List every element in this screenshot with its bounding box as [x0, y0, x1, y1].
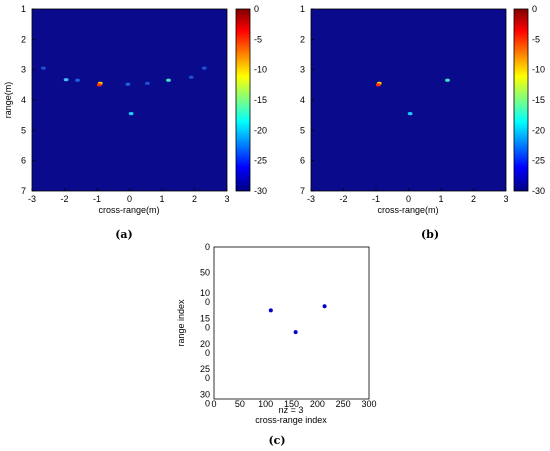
panel-b-label: (b)	[421, 228, 439, 241]
panel-b-y-tick-label: 1	[300, 4, 305, 14]
panel-a-colorbar-tick-label: -10	[254, 65, 267, 75]
panel-a-x-tick-label: -3	[28, 194, 36, 204]
panel-b-colorbar-tick-label: -10	[532, 65, 545, 75]
panel-b-y-tick-label: 6	[300, 156, 305, 166]
panel-c-y-tick-label: 0	[205, 399, 210, 409]
panel-c-x-tick-label: 100	[258, 399, 273, 409]
panel-a-x-tick-label: -1	[93, 194, 101, 204]
panel-a-y-tick-label: 2	[21, 34, 26, 44]
panel-b-x-tick-label: 3	[503, 194, 508, 204]
panel-a-scatterer-4	[63, 78, 69, 82]
panel-c-x-tick-label: 0	[211, 399, 216, 409]
panel-b-scatterer-3	[407, 112, 413, 116]
panel-c-x-tick-label: 200	[310, 399, 325, 409]
panel-c-y-tick-label: 0	[205, 323, 210, 333]
panel-a-y-tick-label: 1	[21, 4, 26, 14]
panel-c-y-tick-label: 25	[200, 364, 210, 374]
panel-a-x-tick-label: 1	[159, 194, 164, 204]
panel-a-y-tick-label: 6	[21, 156, 26, 166]
panel-a-y-tick-label: 5	[21, 125, 26, 135]
panel-a-y-tick-label: 3	[21, 65, 26, 75]
panel-a-scatterer-3	[128, 112, 134, 116]
panel-c-label: (c)	[268, 434, 285, 447]
panel-a-scatterer-5	[75, 78, 80, 82]
panel-a-y-tick-label: 7	[21, 186, 26, 196]
panel-c-y-tick-label: 0	[205, 242, 210, 252]
panel-c-plot-area	[213, 246, 370, 400]
panel-a-plot-area	[31, 8, 228, 192]
panel-b-x-tick-label: 1	[438, 194, 443, 204]
panel-b-scatterer-2	[445, 78, 450, 82]
panel-a-colorbar-tick-label: -25	[254, 156, 267, 166]
panel-a-x-tick-label: -2	[60, 194, 68, 204]
panel-c-nz-label: nz = 3	[279, 405, 304, 415]
panel-c-point-2	[322, 304, 327, 309]
panel-a-scatterer-2	[166, 78, 171, 82]
panel-a-label: (a)	[115, 228, 133, 241]
panel-a-scatterer-1	[96, 83, 102, 87]
panel-c-x-tick-label: 250	[336, 399, 351, 409]
panel-a-scatterer-9	[188, 75, 194, 79]
panel-b-colorbar-tick-label: -30	[532, 186, 545, 196]
panel-c-x-axis-label: cross-range index	[255, 415, 327, 425]
panel-a-colorbar	[235, 8, 251, 192]
panel-b-x-tick-label: -3	[307, 194, 315, 204]
panel-b-y-tick-label: 2	[300, 34, 305, 44]
panel-b-colorbar	[513, 8, 529, 192]
panel-a-scatterer-8	[144, 81, 150, 85]
panel-c-x-tick-label: 150	[284, 399, 299, 409]
panel-a-colorbar-tick-label: -30	[254, 186, 267, 196]
panel-b-x-tick-label: -1	[372, 194, 380, 204]
panel-b-scatterer-1	[375, 83, 381, 87]
panel-c-y-tick-label: 30	[200, 390, 210, 400]
panel-c-x-tick-label: 50	[235, 399, 245, 409]
panel-a-scatterer-6	[125, 82, 131, 86]
panel-b-colorbar-tick-label: -15	[532, 95, 545, 105]
panel-b-x-tick-label: -2	[339, 194, 347, 204]
panel-c-point-1	[293, 330, 298, 335]
panel-b-colorbar-tick-label: -25	[532, 156, 545, 166]
panel-a-colorbar-tick-label: -15	[254, 95, 267, 105]
panel-c-y-tick-label: 20	[200, 339, 210, 349]
panel-b-y-tick-label: 3	[300, 65, 305, 75]
panel-c-point-0	[268, 308, 273, 313]
panel-b-y-tick-label: 7	[300, 186, 305, 196]
panel-b-colorbar-tick-label: -5	[532, 34, 540, 44]
panel-b-colorbar-tick-label: 0	[532, 4, 537, 14]
panel-b-plot-area	[310, 8, 507, 192]
panel-c-y-tick-label: 0	[205, 297, 210, 307]
panel-a-x-tick-label: 0	[127, 194, 132, 204]
panel-c-y-tick-label: 0	[205, 348, 210, 358]
panel-a-colorbar-tick-label: 0	[254, 4, 259, 14]
panel-b-y-tick-label: 4	[300, 95, 305, 105]
panel-c-y-tick-label: 50	[200, 267, 210, 277]
panel-a-x-axis-label: cross-range(m)	[98, 205, 159, 215]
panel-c-y-tick-label: 0	[205, 373, 210, 383]
panel-c-x-tick-label: 300	[361, 399, 376, 409]
panel-b-x-axis-label: cross-range(m)	[377, 205, 438, 215]
panel-a-x-tick-label: 3	[224, 194, 229, 204]
panel-b-y-tick-label: 5	[300, 125, 305, 135]
panel-a-y-axis-label: range(m)	[3, 82, 13, 119]
panel-a-y-tick-label: 4	[21, 95, 26, 105]
panel-b-colorbar-tick-label: -20	[532, 125, 545, 135]
panel-b-x-tick-label: 2	[471, 194, 476, 204]
panel-c-y-axis-label: range index	[176, 299, 186, 347]
panel-b-x-tick-label: 0	[406, 194, 411, 204]
panel-a-colorbar-tick-label: -20	[254, 125, 267, 135]
panel-a-scatterer-10	[201, 66, 207, 70]
panel-a-colorbar-tick-label: -5	[254, 34, 262, 44]
panel-c-y-tick-label: 10	[200, 288, 210, 298]
panel-a-x-tick-label: 2	[192, 194, 197, 204]
panel-a-scatterer-7	[40, 66, 46, 70]
panel-c-y-tick-label: 15	[200, 314, 210, 324]
